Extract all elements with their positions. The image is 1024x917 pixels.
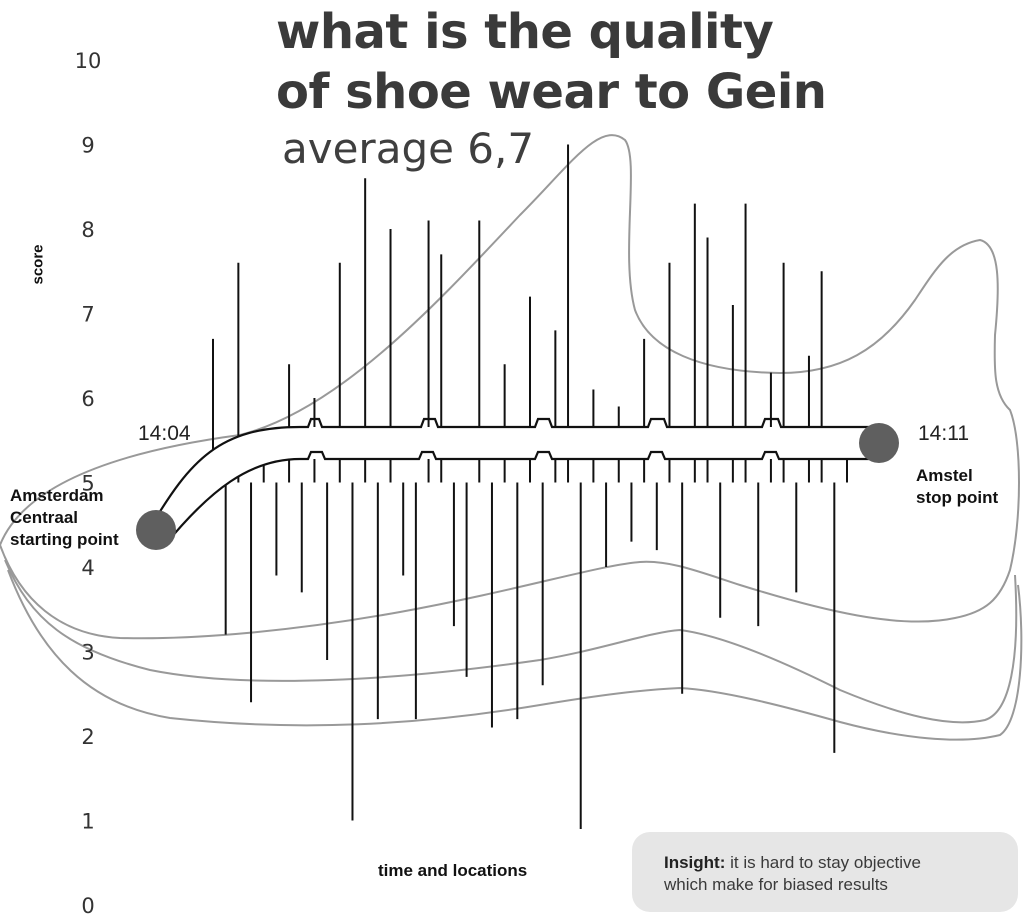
end-location-line-1: Amstel bbox=[916, 466, 973, 485]
y-tick-label-8: 8 bbox=[81, 218, 94, 242]
y-tick-label-5: 5 bbox=[81, 472, 94, 496]
start-point-marker bbox=[136, 510, 176, 550]
y-axis-label: score bbox=[29, 244, 47, 285]
y-tick-label-7: 7 bbox=[81, 303, 94, 327]
shoelace-track bbox=[136, 417, 899, 550]
y-tick-label-4: 4 bbox=[81, 556, 94, 580]
start-time-label: 14:04 bbox=[138, 422, 191, 445]
end-location-label: Amstel stop point bbox=[916, 465, 998, 509]
y-tick-label-9: 9 bbox=[81, 134, 94, 158]
end-time-label: 14:11 bbox=[918, 422, 969, 445]
start-location-line-2: Centraal bbox=[10, 508, 79, 527]
chart-title-line-2: of shoe wear to Gein bbox=[276, 64, 827, 120]
shoe-outline bbox=[0, 134, 1023, 741]
shoe-midsole-outline bbox=[4, 559, 1018, 724]
chart-subtitle: average 6,7 bbox=[282, 124, 535, 173]
insight-text-line-1: it is hard to stay objective bbox=[725, 853, 921, 872]
chart-title: what is the quality of shoe wear to Gein bbox=[276, 2, 827, 122]
insight-text-line-2: which make for biased results bbox=[664, 875, 888, 894]
shoelace-track-bottom-line bbox=[164, 450, 880, 546]
insight-label: Insight: bbox=[664, 853, 726, 872]
y-tick-label-3: 3 bbox=[81, 641, 94, 665]
shoelace-track-top-line bbox=[149, 417, 880, 529]
chart-title-line-1: what is the quality bbox=[276, 4, 774, 60]
x-axis-label: time and locations bbox=[378, 861, 528, 880]
y-tick-label-1: 1 bbox=[81, 810, 94, 834]
end-location-line-2: stop point bbox=[916, 488, 999, 507]
shoe-outsole-outline bbox=[7, 569, 1023, 741]
y-tick-label-2: 2 bbox=[81, 725, 94, 749]
score-bars bbox=[212, 144, 848, 829]
start-location-label: Amsterdam Centraal starting point bbox=[10, 485, 119, 551]
y-tick-label-6: 6 bbox=[81, 387, 94, 411]
start-location-line-3: starting point bbox=[10, 530, 119, 549]
y-tick-label-10: 10 bbox=[75, 49, 102, 73]
end-point-marker bbox=[859, 423, 899, 463]
start-location-line-1: Amsterdam bbox=[10, 486, 104, 505]
shoe-upper-outline bbox=[0, 134, 1020, 640]
shoelace-track-fill bbox=[150, 427, 880, 545]
y-tick-label-0: 0 bbox=[81, 894, 94, 917]
insight-box: Insight: it is hard to stay objective wh… bbox=[632, 832, 1018, 912]
y-axis-ticks: 0 1 2 3 4 5 6 7 8 9 10 bbox=[75, 49, 102, 917]
